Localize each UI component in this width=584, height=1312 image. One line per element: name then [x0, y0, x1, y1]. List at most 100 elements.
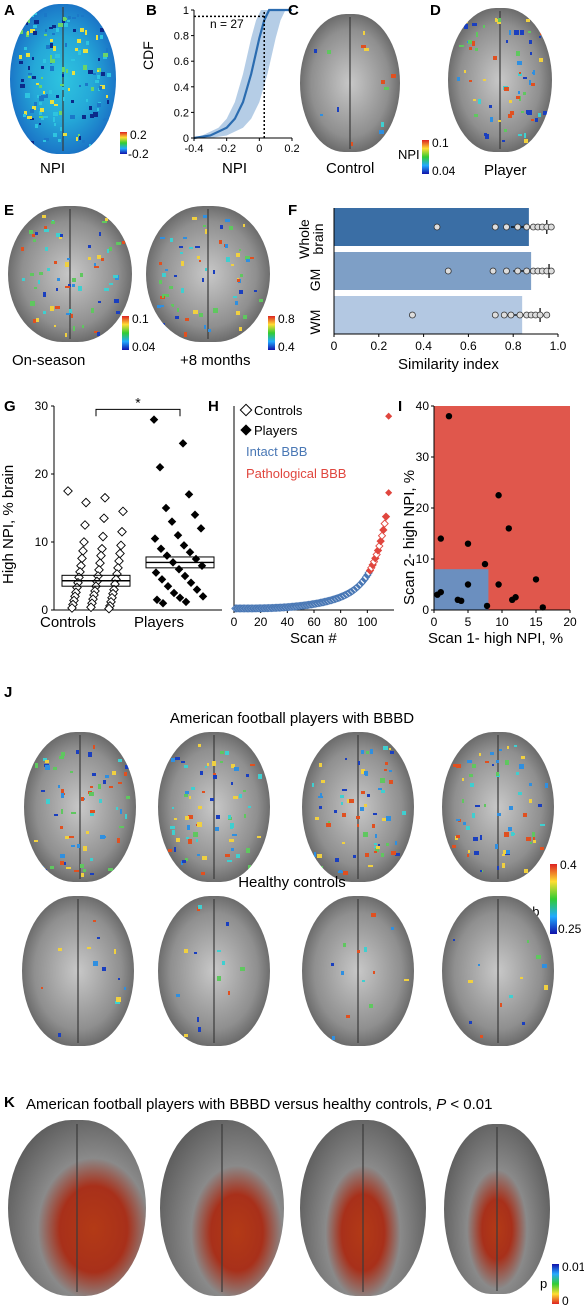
brain-speckle: [99, 28, 105, 33]
h-scan-point: [379, 525, 388, 535]
g-control-point: [79, 537, 89, 547]
brain-speckle: [168, 285, 174, 289]
f-xtick-label: 0.6: [460, 339, 477, 353]
brain-speckle: [181, 760, 185, 763]
brain-speckle: [71, 811, 76, 815]
brain-speckle: [243, 789, 247, 792]
brain-speckle: [32, 239, 37, 242]
brain-speckle: [71, 58, 75, 61]
brain-speckle: [195, 839, 199, 842]
brain-speckle: [536, 955, 542, 960]
f-point: [543, 311, 551, 319]
brain-speckle: [496, 812, 501, 817]
f-xtick-label: 0: [331, 339, 338, 353]
brain-speckle: [248, 865, 251, 870]
panel-a-letter: A: [4, 2, 15, 19]
b-annotation: n = 27: [210, 17, 244, 31]
brain-speckle: [86, 99, 89, 102]
brain-speckle: [197, 1016, 200, 1022]
brain-speckle: [504, 760, 510, 765]
brain-speckle: [527, 30, 531, 33]
brain-speckle: [394, 1033, 399, 1036]
brain-speckle: [50, 43, 54, 48]
panel-j-control-brain-1: [22, 896, 134, 1046]
brain-speckle: [524, 139, 528, 143]
brain-speckle: [389, 779, 394, 784]
brain-speckle: [231, 764, 236, 768]
brain-speckle: [517, 73, 523, 77]
brain-speckle: [183, 794, 189, 798]
b-xtick-label: -0.2: [217, 143, 236, 155]
brain-speckle: [117, 781, 123, 784]
panel-g-letter: G: [4, 398, 16, 415]
g-player-point: [156, 544, 166, 554]
brain-speckle: [341, 802, 344, 806]
g-player-point: [175, 593, 185, 603]
brain-speckle: [200, 871, 205, 875]
brain-speckle: [69, 771, 74, 774]
brain-speckle: [528, 80, 532, 85]
brain-speckle: [80, 872, 84, 878]
brain-speckle: [501, 863, 506, 868]
h-xtick-label: 100: [357, 615, 377, 629]
brain-speckle: [222, 960, 225, 966]
brain-speckle: [27, 115, 33, 120]
brain-speckle: [455, 763, 461, 768]
brain-speckle: [214, 827, 219, 832]
brain-speckle: [455, 834, 460, 838]
brain-speckle: [42, 139, 46, 143]
brain-speckle: [100, 257, 105, 262]
brain-speckle: [75, 136, 79, 141]
brain-speckle: [374, 833, 377, 838]
brain-speckle: [34, 101, 37, 107]
brain-speckle: [338, 870, 343, 873]
panel-b-xlabel: NPI: [222, 160, 248, 177]
i-point: [483, 602, 491, 610]
g-control-point: [67, 603, 77, 613]
brain-speckle: [379, 130, 384, 135]
brain-speckle: [81, 139, 86, 143]
brain-speckle: [370, 749, 373, 754]
brain-speckle: [163, 294, 169, 298]
g-control-point: [63, 486, 73, 496]
brain-speckle: [59, 755, 65, 760]
brain-speckle: [48, 26, 53, 30]
brain-speckle: [540, 847, 544, 850]
brain-speckle: [384, 768, 387, 772]
brain-speckle: [388, 770, 393, 773]
brain-speckle: [404, 978, 410, 982]
brain-speckle: [29, 117, 35, 121]
brain-speckle: [484, 804, 487, 808]
brain-speckle: [25, 22, 29, 25]
brain-speckle: [395, 853, 400, 856]
brain-speckle: [381, 790, 386, 793]
brain-speckle: [38, 271, 44, 275]
brain-speckle: [58, 785, 61, 788]
brain-speckle: [459, 21, 465, 25]
brain-speckle: [77, 286, 83, 291]
brain-speckle: [19, 333, 22, 338]
g-control-point: [115, 548, 125, 559]
brain-speckle: [36, 82, 40, 85]
brain-speckle: [208, 328, 211, 332]
panel-d-letter: D: [430, 2, 441, 19]
brain-speckle: [523, 91, 526, 95]
panel-c-label: Control: [326, 160, 375, 177]
brain-speckle: [63, 862, 67, 866]
brain-speckle: [484, 132, 487, 136]
brain-speckle: [93, 961, 98, 967]
brain-speckle: [43, 116, 48, 119]
brain-speckle: [212, 773, 216, 776]
brain-speckle: [466, 854, 470, 857]
brain-speckle: [188, 839, 192, 845]
brain-speckle: [382, 745, 388, 751]
brain-speckle: [34, 839, 38, 842]
panel-k-title-text: American football players with BBBD vers…: [26, 1096, 433, 1113]
brain-speckle: [472, 98, 476, 102]
brain-speckle: [184, 331, 187, 337]
brain-speckle: [89, 813, 94, 817]
brain-speckle: [386, 816, 391, 822]
f-point: [514, 267, 522, 275]
brain-speckle: [498, 749, 502, 752]
brain-speckle: [472, 23, 477, 26]
